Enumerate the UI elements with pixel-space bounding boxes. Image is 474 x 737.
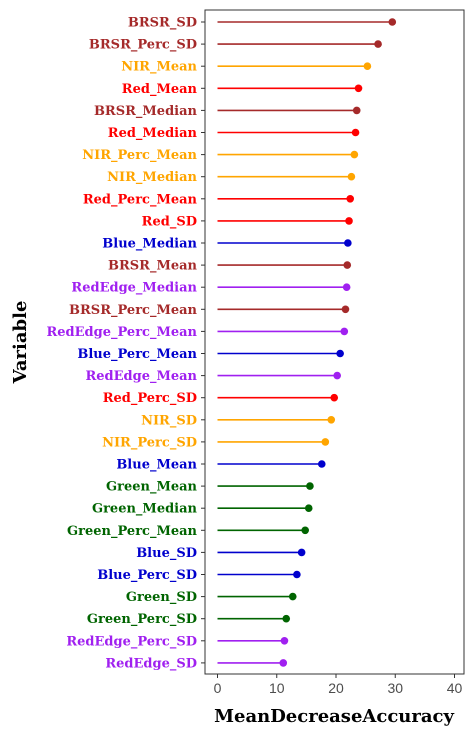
lollipop-dot [341, 305, 350, 314]
category-label: NIR_Median [107, 170, 197, 185]
lollipop-dot [306, 482, 314, 490]
x-tick-label: 0 [214, 680, 222, 696]
lollipop-dot [346, 195, 355, 203]
category-label: BRSR_Perc_SD [89, 38, 197, 53]
category-label: Green_SD [126, 590, 197, 605]
lollipop-dot [350, 150, 359, 159]
category-label: BRSR_Perc_Mean [69, 303, 198, 318]
category-label: Red_SD [142, 214, 197, 229]
lollipop-dot [282, 614, 291, 623]
lollipop-dot [304, 504, 313, 512]
lollipop-dots [279, 18, 397, 667]
category-label: Red_Perc_SD [103, 391, 197, 406]
category-label: Green_Perc_SD [87, 612, 197, 627]
category-label: RedEdge_Perc_SD [66, 634, 197, 649]
lollipop-dot [321, 438, 330, 446]
lollipop-dot [354, 84, 363, 93]
lollipop-dot [342, 283, 351, 292]
lollipop-dot [330, 393, 339, 402]
x-axis-title: MeanDecreaseAccuracy [214, 706, 454, 727]
category-label: Blue_Perc_Mean [77, 347, 197, 362]
y-axis-title: Variable [10, 301, 31, 385]
category-label: Blue_SD [136, 546, 197, 561]
x-tick-label: 10 [269, 680, 285, 696]
lollipop-dot [347, 172, 356, 181]
plot-border [204, 9, 465, 675]
category-label: RedEdge_Mean [85, 369, 197, 384]
category-label: RedEdge_SD [105, 656, 197, 671]
category-label: Blue_Perc_SD [97, 568, 197, 583]
lollipop-dot [327, 416, 336, 424]
category-label: Green_Perc_Mean [67, 524, 197, 539]
category-label: NIR_SD [141, 413, 197, 428]
category-label: RedEdge_Median [71, 281, 197, 296]
category-label: Green_Mean [106, 480, 198, 495]
plot-panel [204, 9, 465, 675]
x-tick-label: 40 [447, 680, 463, 696]
category-label: Blue_Mean [116, 458, 197, 473]
lollipop-dot [374, 40, 382, 48]
x-axis-ticks: 0 10 20 30 40 [214, 674, 463, 696]
lollipop-dot [336, 349, 344, 358]
lollipop-dot [301, 526, 309, 535]
x-tick-label: 30 [387, 680, 403, 696]
lollipop-dot [344, 239, 352, 247]
category-labels: BRSR_SD BRSR_Perc_SD NIR_Mean Red_Mean BRSR_… [46, 16, 205, 671]
lollipop-stems [217, 21, 393, 664]
category-label: BRSR_SD [128, 16, 197, 31]
category-label: NIR_Perc_Mean [82, 148, 197, 163]
lollipop-dot [288, 592, 297, 601]
lollipop-dot [297, 548, 306, 557]
lollipop-dot [351, 128, 360, 137]
lollipop-dot [293, 570, 301, 579]
category-label: Green_Median [92, 502, 198, 517]
lollipop-dot [388, 18, 397, 26]
lollipop-dot [333, 371, 341, 380]
category-label: Red_Median [108, 126, 198, 141]
category-label: Red_Mean [122, 82, 198, 97]
x-tick-label: 20 [328, 680, 344, 696]
lollipop-dot [317, 460, 326, 468]
lollipop-dot [352, 106, 361, 115]
category-label: RedEdge_Perc_Mean [46, 325, 197, 340]
category-label: BRSR_Median [94, 104, 198, 119]
category-label: NIR_Perc_SD [102, 435, 197, 450]
lollipop-dot [279, 659, 288, 667]
lollipop-dot [280, 637, 289, 645]
category-label: Red_Perc_Mean [83, 192, 198, 207]
lollipop-dot [363, 62, 372, 70]
lollipop-dot [345, 217, 353, 225]
category-label: BRSR_Mean [108, 259, 198, 274]
category-label: Blue_Median [102, 237, 197, 252]
lollipop-dot [343, 261, 352, 269]
category-label: NIR_Mean [121, 60, 197, 75]
lollipop-dot [340, 327, 349, 336]
